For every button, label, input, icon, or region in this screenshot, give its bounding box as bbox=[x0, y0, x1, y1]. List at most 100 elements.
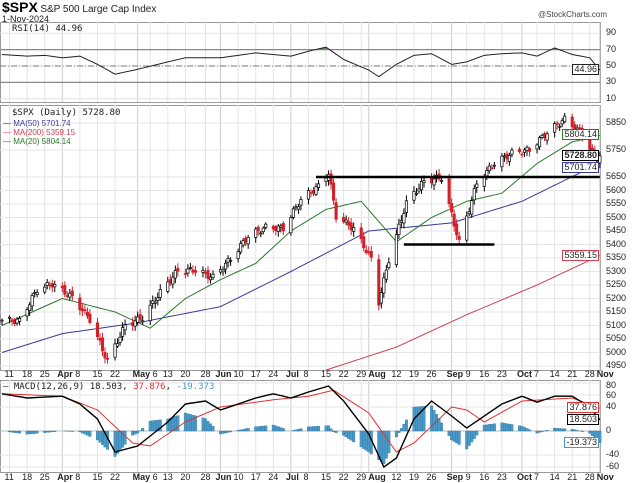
candle bbox=[299, 199, 303, 206]
candle bbox=[103, 352, 107, 359]
candle bbox=[430, 177, 434, 184]
histogram-bar bbox=[254, 426, 258, 432]
candle bbox=[244, 237, 248, 243]
moving-average-line bbox=[1, 162, 601, 353]
candle bbox=[264, 223, 268, 228]
x-tick-label: 28 bbox=[584, 472, 595, 482]
price-tick-label: 5750 bbox=[606, 144, 627, 154]
histogram-bar bbox=[465, 430, 469, 450]
ma200-legend-text: MA(200) 5359.15 bbox=[13, 128, 76, 137]
candle bbox=[279, 225, 283, 228]
x-tick-label: 17 bbox=[250, 369, 261, 379]
ma50-value-tag: 5701.74 bbox=[562, 161, 599, 173]
signal-value-tag: 37.876 bbox=[567, 402, 599, 414]
x-tick-label: 13 bbox=[162, 369, 173, 379]
candle bbox=[65, 295, 69, 297]
histogram-bar bbox=[558, 428, 562, 432]
histogram-bar bbox=[13, 430, 17, 433]
candle bbox=[332, 182, 336, 201]
histogram-bar bbox=[472, 430, 476, 439]
histogram-bar bbox=[329, 428, 333, 432]
candle bbox=[151, 300, 155, 304]
price-tick-label: 5650 bbox=[606, 171, 627, 181]
histogram-bar bbox=[78, 430, 82, 433]
histogram-bar bbox=[452, 430, 456, 442]
histogram-bar bbox=[70, 430, 74, 432]
x-tick-label: 25 bbox=[39, 369, 50, 379]
price-tick-label: 5850 bbox=[606, 117, 627, 127]
candle bbox=[254, 228, 258, 238]
histogram-bar bbox=[83, 430, 87, 435]
x-tick-label: 6 bbox=[152, 369, 158, 379]
x-tick-label: 23 bbox=[496, 369, 507, 379]
candle bbox=[276, 225, 280, 232]
candle bbox=[452, 213, 456, 227]
macd-tick-label: 0 bbox=[606, 425, 612, 435]
histogram-bar bbox=[485, 424, 489, 432]
price-tick-label: 5200 bbox=[606, 292, 627, 303]
histogram-bar bbox=[171, 417, 175, 432]
candle bbox=[382, 277, 386, 294]
x-tick-label: 9 bbox=[465, 369, 471, 379]
histogram-bar bbox=[312, 426, 315, 432]
candle bbox=[485, 170, 489, 177]
histogram-bar bbox=[502, 423, 506, 432]
rsi-tick-label: 90 bbox=[606, 27, 617, 38]
x-tick-label: Sep bbox=[446, 472, 464, 482]
candle bbox=[402, 213, 406, 224]
rsi-value-tag: 44.96 bbox=[572, 64, 599, 76]
histogram-bar bbox=[440, 422, 444, 432]
candle bbox=[246, 236, 250, 245]
histogram-bar bbox=[314, 426, 318, 432]
histogram-bar bbox=[88, 430, 92, 437]
signal-line bbox=[1, 389, 601, 453]
macd-tick-label: 80 bbox=[606, 380, 617, 390]
x-tick-label: 19 bbox=[408, 472, 419, 482]
histogram-bar bbox=[291, 430, 295, 432]
histogram-bar bbox=[264, 425, 268, 432]
candle bbox=[482, 177, 486, 187]
moving-average-line bbox=[1, 134, 600, 329]
hist-legend-value: -19.373 bbox=[176, 382, 215, 392]
candle bbox=[48, 284, 52, 287]
x-tick-label: May bbox=[132, 369, 151, 379]
candle bbox=[527, 148, 532, 152]
x-tick-label: 26 bbox=[426, 369, 437, 379]
candle bbox=[261, 227, 265, 233]
candle bbox=[183, 273, 187, 275]
candle bbox=[538, 137, 542, 148]
candle bbox=[168, 279, 172, 284]
histogram-bar bbox=[520, 426, 524, 432]
histogram-bar bbox=[153, 420, 157, 432]
candle bbox=[404, 200, 408, 213]
histogram-bar bbox=[344, 430, 348, 438]
histogram-bar bbox=[540, 430, 544, 432]
candle bbox=[510, 149, 514, 155]
macd-legend-name: MACD(12,26,9) bbox=[13, 382, 85, 392]
histogram-bar bbox=[545, 430, 549, 432]
x-tick-label: Nov bbox=[596, 369, 614, 379]
x-tick-label: 15 bbox=[321, 472, 332, 482]
histogram-bar bbox=[570, 429, 574, 432]
candle bbox=[329, 173, 333, 185]
candle bbox=[359, 227, 363, 240]
candle bbox=[535, 144, 539, 150]
candle bbox=[522, 149, 527, 153]
x-tick-label: 18 bbox=[22, 369, 33, 379]
histogram-bar bbox=[246, 428, 250, 432]
macd-legend-value: 18.503 bbox=[89, 382, 123, 392]
candle bbox=[13, 319, 17, 325]
rsi-line bbox=[1, 46, 601, 78]
histogram-bar bbox=[261, 425, 265, 432]
candle bbox=[166, 281, 170, 292]
histogram-bar bbox=[85, 430, 89, 436]
histogram-bar bbox=[219, 430, 222, 435]
histogram-bar bbox=[404, 419, 408, 432]
rsi-tick-label: 30 bbox=[606, 76, 617, 87]
histogram-bar bbox=[176, 415, 180, 432]
x-tick-label: 10 bbox=[233, 472, 244, 482]
index-name: S&P 500 Large Cap Index bbox=[40, 4, 157, 15]
candle bbox=[191, 269, 195, 273]
x-tick-label: 20 bbox=[180, 369, 191, 379]
candle bbox=[15, 318, 19, 324]
